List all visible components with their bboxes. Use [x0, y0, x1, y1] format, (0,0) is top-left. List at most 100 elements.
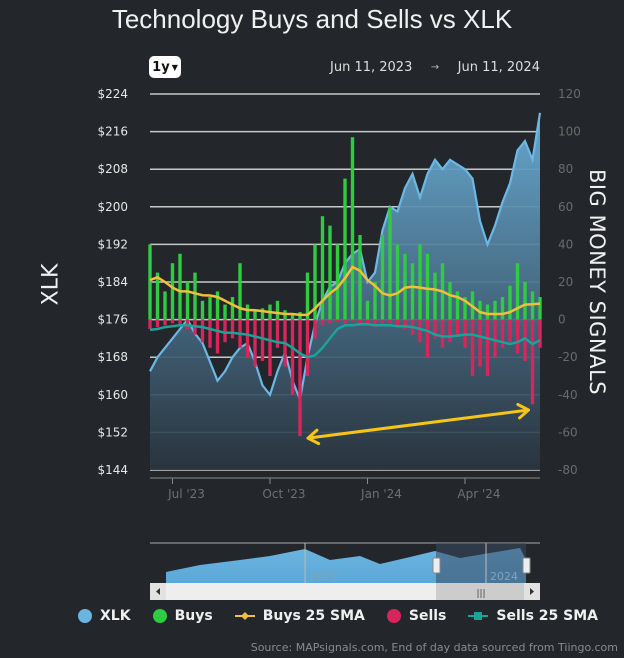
- line-diamond-icon: [234, 612, 255, 620]
- sells-bar: [215, 319, 220, 354]
- sells-bar: [403, 319, 407, 329]
- x-tick-label: Oct '23: [262, 487, 305, 501]
- x-tick-label: Jul '23: [167, 487, 205, 501]
- y-tick-label-right: -80: [558, 463, 578, 477]
- x-tick-label: Apr '24: [457, 487, 500, 501]
- sells-bar: [478, 319, 482, 367]
- buys-bar: [343, 178, 347, 320]
- navigator[interactable]: 2022 2024 |||: [150, 542, 540, 600]
- y-tick-label-right: 20: [558, 275, 573, 289]
- circle-icon: [152, 609, 167, 623]
- navigator-handle[interactable]: [522, 557, 531, 574]
- buys-bar: [350, 137, 355, 320]
- buys-bar: [320, 216, 325, 320]
- buys-bar: [523, 282, 527, 320]
- sells-bar: [350, 319, 355, 322]
- y-tick-label-right: 100: [558, 125, 581, 139]
- buys-bar: [425, 253, 430, 320]
- legend-item-sells[interactable]: Sells: [386, 608, 446, 624]
- buys-bar: [313, 244, 317, 320]
- x-tick-label: Jan '24: [360, 487, 402, 501]
- buys-bar: [500, 297, 505, 320]
- sells-bar: [260, 319, 265, 361]
- sells-bar: [530, 319, 535, 405]
- sells-bar: [170, 319, 175, 324]
- sells-bar: [320, 319, 325, 326]
- buys-bar: [365, 300, 370, 320]
- sells-bar: [388, 319, 392, 324]
- y-tick-label-left: $200: [97, 200, 128, 214]
- buys-bar: [163, 291, 167, 320]
- date-to[interactable]: Jun 11, 2024: [457, 60, 540, 75]
- sells-bar: [313, 319, 317, 339]
- buys-bar: [305, 272, 310, 320]
- circle-icon: [386, 609, 401, 623]
- buys-bar: [508, 285, 512, 320]
- sells-bar: [493, 319, 497, 358]
- legend: XLK Buys Buys 25 SMA Sells Sells 25 SMA: [78, 608, 598, 624]
- sells-bar: [223, 319, 227, 343]
- buys-bar: [185, 282, 190, 320]
- buys-bar: [208, 297, 212, 320]
- buys-bar: [170, 263, 175, 320]
- sells-bar: [470, 319, 475, 376]
- arrowhead-right-icon: [516, 402, 530, 420]
- y-tick-label-right: 0: [558, 313, 566, 327]
- sells-bar: [343, 319, 347, 324]
- buys-bar: [380, 235, 385, 320]
- sells-bar: [425, 319, 430, 358]
- buys-bar: [395, 244, 400, 320]
- legend-label: Buys: [174, 608, 213, 624]
- buys-bar: [538, 297, 542, 320]
- sells-bar: [200, 319, 205, 343]
- y-tick-label-left: $184: [97, 275, 128, 289]
- sells-bar: [253, 319, 257, 367]
- sells-bar: [515, 319, 520, 354]
- sells-bar: [335, 319, 340, 322]
- buys-bar: [148, 244, 152, 320]
- legend-item-buys[interactable]: Buys: [152, 608, 213, 624]
- buys-bar: [463, 297, 467, 320]
- sells-bar: [440, 319, 445, 348]
- sells-bar: [358, 319, 362, 324]
- buys-bar: [485, 304, 490, 320]
- scrollbar-thumb[interactable]: [436, 583, 526, 600]
- buys-bar: [328, 225, 332, 320]
- legend-item-buys-sma[interactable]: Buys 25 SMA: [234, 608, 365, 624]
- buys-bar: [433, 272, 437, 320]
- y-tick-label-left: $168: [97, 350, 128, 364]
- y-tick-label-left: $176: [97, 313, 128, 327]
- y-tick-label-right: -60: [558, 425, 578, 439]
- buys-bar: [373, 282, 377, 320]
- navigator-handle[interactable]: [432, 557, 441, 574]
- buys-sma-line: [149, 265, 541, 317]
- sells-bar: [208, 319, 212, 348]
- sells-bar: [155, 319, 160, 328]
- buys-bar: [515, 263, 520, 320]
- y-tick-label-right: -40: [558, 388, 578, 402]
- sells-bar: [148, 319, 152, 329]
- buys-bar: [223, 304, 227, 320]
- sells-bar: [418, 319, 422, 343]
- navigator-year-label: 2022: [310, 570, 338, 583]
- sells-bar: [275, 319, 280, 348]
- sells-bar: [290, 319, 295, 395]
- legend-item-sells-sma[interactable]: Sells 25 SMA: [468, 608, 598, 624]
- buys-bar: [410, 263, 415, 320]
- y-tick-label-left: $216: [97, 125, 128, 139]
- range-selector-button[interactable]: 1y ▼: [149, 56, 181, 78]
- caret-down-icon: ▼: [171, 62, 178, 72]
- grip-icon: |||: [476, 589, 485, 599]
- buys-bar: [215, 291, 220, 320]
- buys-bar: [478, 300, 482, 320]
- sells-bar: [448, 319, 452, 343]
- buys-bar: [290, 313, 295, 320]
- annotation-line: [306, 408, 530, 440]
- date-from[interactable]: Jun 11, 2023: [330, 60, 413, 75]
- y-tick-label-left: $208: [97, 162, 128, 176]
- navigator-selection: [436, 543, 526, 583]
- legend-item-xlk[interactable]: XLK: [78, 608, 131, 624]
- buys-bar: [388, 206, 392, 320]
- sells-bar: [433, 319, 437, 339]
- buys-bar: [193, 272, 197, 320]
